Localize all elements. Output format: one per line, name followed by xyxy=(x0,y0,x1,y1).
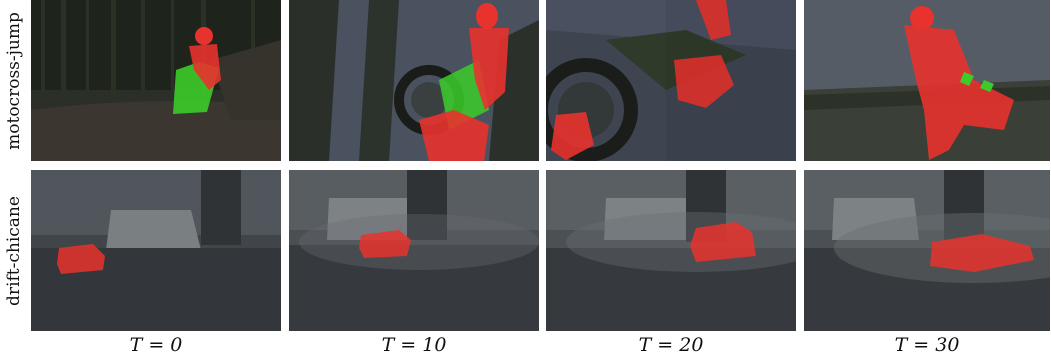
frame-motocross-t0 xyxy=(31,0,281,161)
column-label-t0: T = 0 xyxy=(31,334,281,358)
column-label-t20-text: T = 20 xyxy=(638,334,704,356)
column-label-t30-text: T = 30 xyxy=(894,334,960,356)
column-label-t20: T = 20 xyxy=(546,334,796,358)
row-label-motocross: motocross-jump xyxy=(0,0,28,162)
column-label-t10-text: T = 10 xyxy=(381,334,447,356)
column-label-t0-text: T = 0 xyxy=(129,334,183,356)
row-label-drift: drift-chicane xyxy=(0,170,28,332)
frame-drift-t30 xyxy=(804,170,1050,331)
column-label-t10: T = 10 xyxy=(289,334,539,358)
frame-motocross-t10 xyxy=(289,0,539,161)
frame-drift-t10 xyxy=(289,170,539,331)
frame-drift-t0 xyxy=(31,170,281,331)
frame-motocross-t20 xyxy=(546,0,796,161)
column-label-t30: T = 30 xyxy=(804,334,1050,358)
row-label-motocross-text: motocross-jump xyxy=(4,12,24,150)
frame-motocross-t30 xyxy=(804,0,1050,161)
row-label-drift-text: drift-chicane xyxy=(4,196,25,306)
frame-drift-t20 xyxy=(546,170,796,331)
